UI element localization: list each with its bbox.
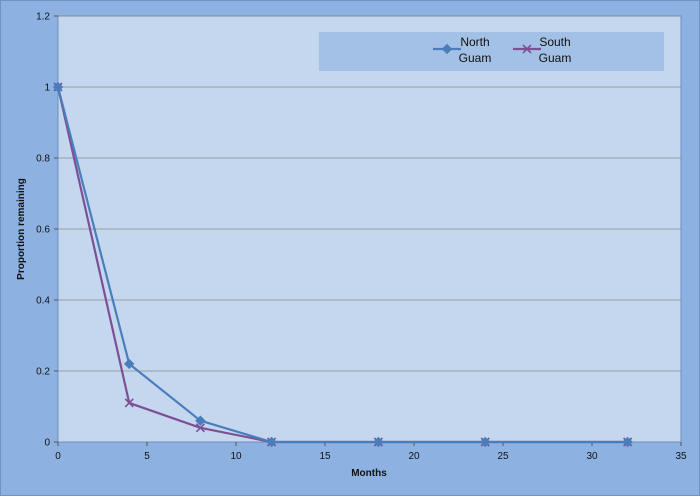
- axes: 0 0.2 0.4 0.6 0.8 1 1.2 0 5 10 15 20 25 30 35: [36, 12, 687, 463]
- legend-label: South: [539, 35, 570, 49]
- data-point: [124, 398, 134, 408]
- data-point: [266, 436, 277, 448]
- y-tick-label: 0.6: [36, 225, 50, 236]
- data-point: [52, 81, 64, 93]
- legend-label: North: [460, 35, 489, 49]
- legend-box: [319, 32, 664, 71]
- y-tick-label: 0.2: [36, 367, 50, 378]
- legend-swatch-marker: [441, 43, 453, 55]
- series-lines: [52, 81, 633, 448]
- y-tick-label: 1.2: [36, 12, 50, 23]
- y-tick-label: 0: [44, 438, 50, 449]
- data-point: [373, 436, 384, 448]
- x-tick-label: 25: [497, 451, 509, 462]
- data-point: [195, 415, 206, 426]
- legend-swatch-marker: [522, 44, 532, 54]
- x-tick-label: 5: [144, 451, 150, 462]
- legend-label: Guam: [459, 51, 492, 65]
- grid-lines: [58, 15, 681, 372]
- x-tick-label: 0: [55, 451, 61, 462]
- x-tick-label: 30: [586, 451, 598, 462]
- x-axis-title: Months: [351, 468, 387, 479]
- legend-label: Guam: [539, 51, 572, 65]
- x-tick-label: 20: [408, 451, 420, 462]
- data-point: [622, 436, 633, 448]
- data-point: [479, 436, 491, 448]
- x-tick-label: 15: [319, 451, 331, 462]
- x-tick-label: 35: [675, 451, 687, 462]
- y-axis-title: Proportion remaining: [16, 178, 27, 280]
- y-tick-label: 1: [44, 83, 50, 94]
- legend: North Guam South Guam: [319, 32, 664, 71]
- x-tick-label: 10: [230, 451, 242, 462]
- y-tick-label: 0.8: [36, 154, 50, 165]
- data-point: [123, 358, 135, 370]
- data-point: [195, 423, 205, 433]
- y-tick-label: 0.4: [36, 296, 50, 307]
